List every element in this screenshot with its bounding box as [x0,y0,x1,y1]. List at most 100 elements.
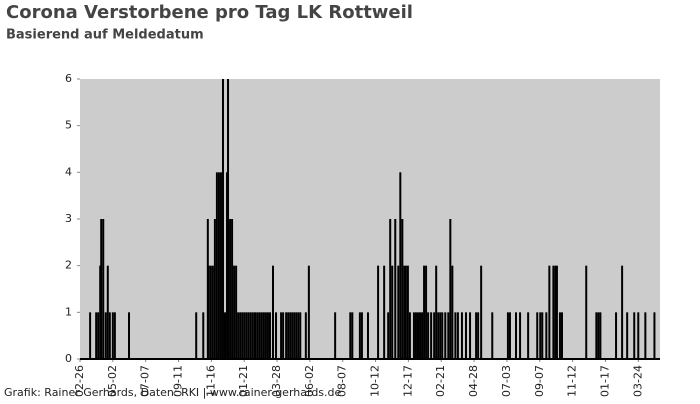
bar [264,312,267,359]
bar [423,265,426,359]
x-tick-label: 10-12 [369,365,382,397]
bar [637,312,640,359]
bar [237,312,240,359]
bar [394,219,397,359]
bar [527,312,530,359]
bar [449,219,452,359]
bar [585,265,588,359]
bar [548,265,551,359]
bar [295,312,298,359]
bar [245,312,248,359]
bar [266,312,269,359]
bar [433,312,436,359]
bar [111,312,114,359]
x-tick-label: 08-07 [336,365,349,397]
bar [275,312,278,359]
bar [545,312,548,359]
bar [285,312,288,359]
x-tick-label: 09-11 [172,365,185,397]
bar [282,312,285,359]
bar [508,312,511,359]
x-tick-label: 11-16 [204,365,217,397]
bar [291,312,294,359]
bar [243,312,246,359]
bar [439,312,442,359]
bar [226,172,229,359]
x-tick-label: 12-17 [401,365,414,397]
bar [558,312,561,359]
bar [555,265,558,359]
bar [387,312,390,359]
bar [99,265,102,359]
bar [595,312,598,359]
bar [419,312,422,359]
bar [519,312,522,359]
bar [391,265,394,359]
bar [451,265,454,359]
bar [615,312,618,359]
bar [224,312,226,359]
bar [464,312,467,359]
y-tick-label: 3 [65,212,72,225]
bar [260,312,263,359]
bar [427,312,430,359]
bar [456,312,459,359]
bar [412,312,415,359]
bar [414,312,417,359]
bar [251,312,254,359]
bar [351,312,354,359]
bar [377,265,380,359]
x-tick-label: 06-02 [303,365,316,397]
x-tick-label: 04-28 [467,365,480,397]
bar [475,312,478,359]
x-tick-label: 03-24 [631,365,644,397]
bar [633,312,636,359]
bar [209,265,212,359]
bar [280,312,283,359]
bar [211,265,214,359]
bar [399,172,402,359]
bar [229,219,232,359]
bar [221,79,224,359]
bar [253,312,256,359]
bar [621,265,624,359]
bar [106,265,109,359]
bar [213,219,216,359]
x-tick-label: 05-02 [106,365,119,397]
bar [404,265,407,359]
bar [249,312,252,359]
bar [383,265,386,359]
x-tick-label: 02-21 [434,365,447,397]
bar [406,265,409,359]
bar [366,312,369,359]
bar [401,219,404,359]
bar [304,312,307,359]
bar [293,312,296,359]
bar [307,265,310,359]
bar [437,312,440,359]
bar [227,79,230,359]
bar [217,172,220,359]
x-tick-label: 02-26 [73,365,86,397]
bar [195,312,198,359]
x-tick-label: 01-17 [598,365,611,397]
bar [599,312,602,359]
bar [389,219,392,359]
x-tick-label: 11-12 [566,365,579,397]
bar [239,312,242,359]
x-tick-label: 07-03 [500,365,513,397]
bar [235,265,238,359]
bar [262,312,265,359]
y-tick-label: 4 [65,165,72,178]
x-tick-label: 07-07 [139,365,152,397]
x-tick-label: 09-07 [533,365,546,397]
bar [349,312,352,359]
bar [113,312,116,359]
bar [233,265,236,359]
bar [102,219,105,359]
chart-subtitle: Basierend auf Meldedatum [6,28,204,43]
bar [268,312,271,359]
bar [506,312,509,359]
bar [597,312,600,359]
